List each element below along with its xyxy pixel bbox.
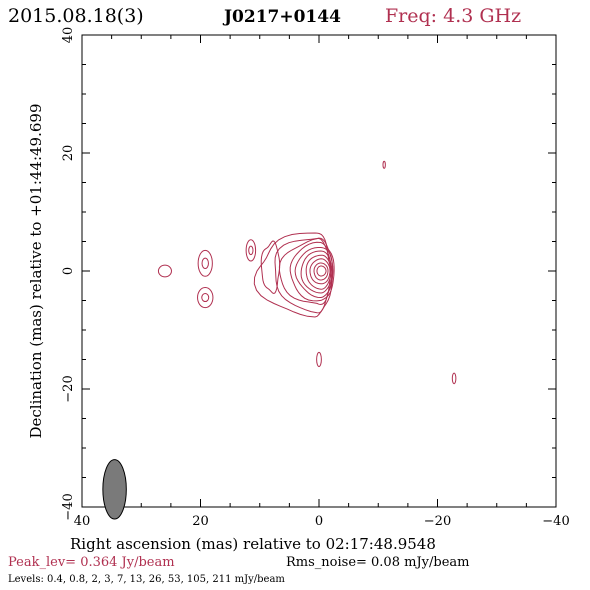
contour-component xyxy=(197,249,213,277)
contour-jet-lobe xyxy=(260,240,281,295)
contour-lines xyxy=(102,160,457,520)
y-tick-label: 40 xyxy=(61,27,76,44)
x-tick-label: 20 xyxy=(192,514,209,529)
contour-core-level xyxy=(305,254,332,290)
frequency-label: Freq: 4.3 GHz xyxy=(385,5,521,27)
contour-component xyxy=(245,239,257,262)
contour-core-level xyxy=(313,262,329,281)
source-name: J0217+0144 xyxy=(222,7,341,27)
contour-core-level xyxy=(309,258,331,285)
axis-tick-labels: 40 20 0 −20 −40 −40 −20 0 20 40 xyxy=(61,27,570,529)
contour-component xyxy=(157,264,172,278)
contour-core-level xyxy=(274,237,334,314)
y-tick-label: −40 xyxy=(61,493,76,520)
contour-core-level xyxy=(289,241,335,302)
contour-core-level xyxy=(300,250,333,294)
contour-component xyxy=(451,372,457,385)
rms-noise: Rms_noise= 0.08 mJy/beam xyxy=(286,555,469,570)
x-tick-label: 40 xyxy=(74,514,91,529)
contour-component-inner xyxy=(201,257,209,270)
axis-ticks xyxy=(81,34,557,508)
plot-frame xyxy=(81,34,557,508)
contour-core-level xyxy=(294,247,334,299)
contour-component-inner xyxy=(201,293,210,303)
y-tick-label: 20 xyxy=(61,145,76,162)
contour-component xyxy=(316,351,322,368)
x-tick-label: −40 xyxy=(542,514,569,529)
contour-component xyxy=(197,287,214,309)
contour-levels: Levels: 0.4, 0.8, 2, 3, 7, 13, 26, 53, 1… xyxy=(8,574,285,585)
y-tick-label: 0 xyxy=(61,267,76,275)
restoring-beam xyxy=(102,459,127,520)
contour-core-level xyxy=(316,265,327,277)
y-axis-label: Declination (mas) relative to +01:44:49.… xyxy=(27,103,45,438)
contour-component xyxy=(382,160,386,169)
x-tick-label: −20 xyxy=(424,514,451,529)
contour-component-inner xyxy=(248,245,254,256)
y-tick-label: −20 xyxy=(61,375,76,402)
observation-date: 2015.08.18(3) xyxy=(8,5,144,27)
peak-level: Peak_lev= 0.364 Jy/beam xyxy=(8,555,175,570)
x-axis-label: Right ascension (mas) relative to 02:17:… xyxy=(70,535,436,553)
x-tick-label: 0 xyxy=(315,514,323,529)
